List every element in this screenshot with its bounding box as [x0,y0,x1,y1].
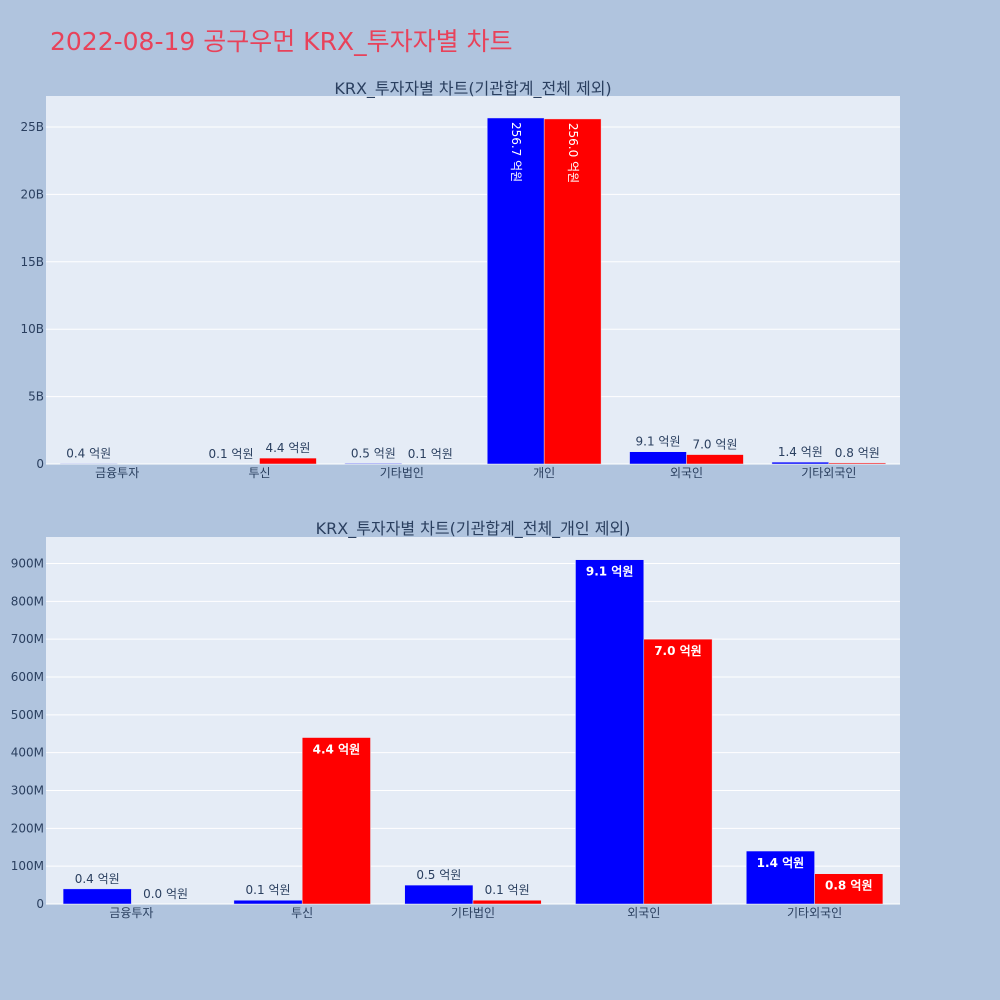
y-tick-label: 900M [11,556,44,570]
data-label: 0.8 억원 [835,446,880,460]
bar-series2[interactable] [814,873,884,905]
y-tick-label: 0 [36,897,44,911]
data-label: 4.4 억원 [265,441,310,455]
x-tick-label: 개인 [533,466,555,480]
y-tick-label: 400M [11,746,44,760]
x-tick-label: 투신 [248,466,270,480]
data-label: 0.0 억원 [143,887,188,901]
data-label: 0.4 억원 [66,446,111,460]
data-label: 1.4 억원 [757,856,805,870]
bar-series1[interactable] [629,451,687,465]
x-tick-label: 금융투자 [109,906,153,920]
x-tick-label: 기타외국인 [787,906,842,920]
bar-series1[interactable] [575,559,645,905]
y-tick-label: 300M [11,783,44,797]
data-label: 0.1 억원 [246,883,291,897]
bar-series2[interactable] [543,118,602,465]
x-tick-label: 외국인 [627,906,660,920]
y-tick-label: 25B [20,120,44,134]
y-tick-label: 800M [11,594,44,608]
data-label: 0.5 억원 [416,868,461,882]
bar-series1[interactable] [404,884,474,905]
y-tick-label: 100M [11,859,44,873]
y-tick-label: 600M [11,670,44,684]
y-tick-label: 700M [11,632,44,646]
data-label: 256.7 억원 [509,122,523,182]
chart-title-1: KRX_투자자별 차트(기관합계_전체 제외) [334,79,611,99]
bar-series1[interactable] [344,463,403,465]
x-tick-label: 투신 [291,906,313,920]
y-tick-label: 500M [11,708,44,722]
bar-series1[interactable] [771,461,830,465]
data-label: 7.0 억원 [692,438,737,452]
data-label: 0.1 억원 [209,447,254,461]
x-tick-label: 외국인 [670,466,703,480]
bar-series2[interactable] [301,737,371,905]
data-label: 0.4 억원 [75,872,120,886]
y-tick-label: 10B [20,322,44,336]
bar-series1[interactable] [59,463,118,465]
x-tick-label: 기타법인 [451,906,495,920]
chart-title-2: KRX_투자자별 차트(기관합계_전체_개인 제외) [316,519,631,539]
data-label: 9.1 억원 [586,565,634,579]
data-label: 9.1 억원 [636,435,681,449]
plot-area-1 [46,96,900,464]
bar-series1[interactable] [746,850,815,905]
y-tick-label: 15B [20,255,44,269]
plot-area-2 [46,537,900,904]
bar-series2[interactable] [686,454,744,465]
bar-series2[interactable] [259,457,317,465]
data-label: 1.4 억원 [778,445,823,459]
data-label: 0.1 억원 [408,447,453,461]
x-tick-label: 금융투자 [95,466,139,480]
y-tick-label: 0 [36,457,44,471]
y-tick-label: 200M [11,821,44,835]
page-title: 2022-08-19 공구우먼 KRX_투자자별 차트 [50,27,513,56]
bar-series1[interactable] [233,899,303,905]
data-label: 0.8 억원 [825,879,873,893]
bar-series1[interactable] [62,888,132,905]
y-tick-label: 5B [28,390,44,404]
bar-series2[interactable] [643,638,713,905]
data-label: 4.4 억원 [313,743,361,757]
bar-series2[interactable] [828,462,887,465]
x-tick-label: 기타법인 [380,466,424,480]
data-label: 7.0 억원 [654,644,702,658]
data-label: 0.5 억원 [351,446,396,460]
data-label: 256.0 억원 [566,123,580,183]
y-tick-label: 20B [20,187,44,201]
bar-series2[interactable] [472,899,542,905]
x-tick-label: 기타외국인 [801,466,856,480]
data-label: 0.1 억원 [485,883,530,897]
